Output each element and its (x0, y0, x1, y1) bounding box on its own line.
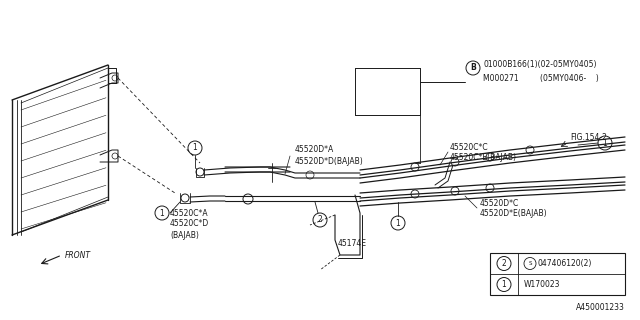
Text: 2: 2 (317, 215, 323, 225)
Text: 45520C*C: 45520C*C (450, 142, 488, 151)
Text: 45520C*D: 45520C*D (170, 220, 209, 228)
Text: 45520C*E(BAJAB): 45520C*E(BAJAB) (450, 154, 517, 163)
Text: 45520D*E(BAJAB): 45520D*E(BAJAB) (480, 210, 548, 219)
Text: 1: 1 (396, 219, 401, 228)
Text: 45520D*D(BAJAB): 45520D*D(BAJAB) (295, 157, 364, 166)
Text: FRONT: FRONT (65, 251, 91, 260)
Text: 1: 1 (502, 280, 506, 289)
Text: 01000B166(1)(02-05MY0405): 01000B166(1)(02-05MY0405) (483, 60, 596, 69)
Text: S: S (528, 261, 532, 266)
Bar (490, 253, 625, 295)
Text: M000271         (05MY0406-    ): M000271 (05MY0406- ) (483, 75, 599, 84)
Text: (BAJAB): (BAJAB) (170, 230, 199, 239)
Text: B: B (470, 63, 476, 73)
Text: 1: 1 (193, 143, 197, 153)
Text: 1: 1 (603, 139, 607, 148)
Text: 45520D*A: 45520D*A (295, 146, 334, 155)
Text: 45174E: 45174E (338, 238, 367, 247)
Text: A450001233: A450001233 (576, 303, 625, 312)
Text: 45520C*A: 45520C*A (170, 209, 209, 218)
Text: 45520D*C: 45520D*C (480, 198, 519, 207)
Text: FIG.154-2: FIG.154-2 (570, 133, 607, 142)
Text: 1: 1 (159, 209, 164, 218)
Text: 047406120(2): 047406120(2) (538, 259, 593, 268)
Text: W170023: W170023 (524, 280, 561, 289)
Text: 2: 2 (502, 259, 506, 268)
